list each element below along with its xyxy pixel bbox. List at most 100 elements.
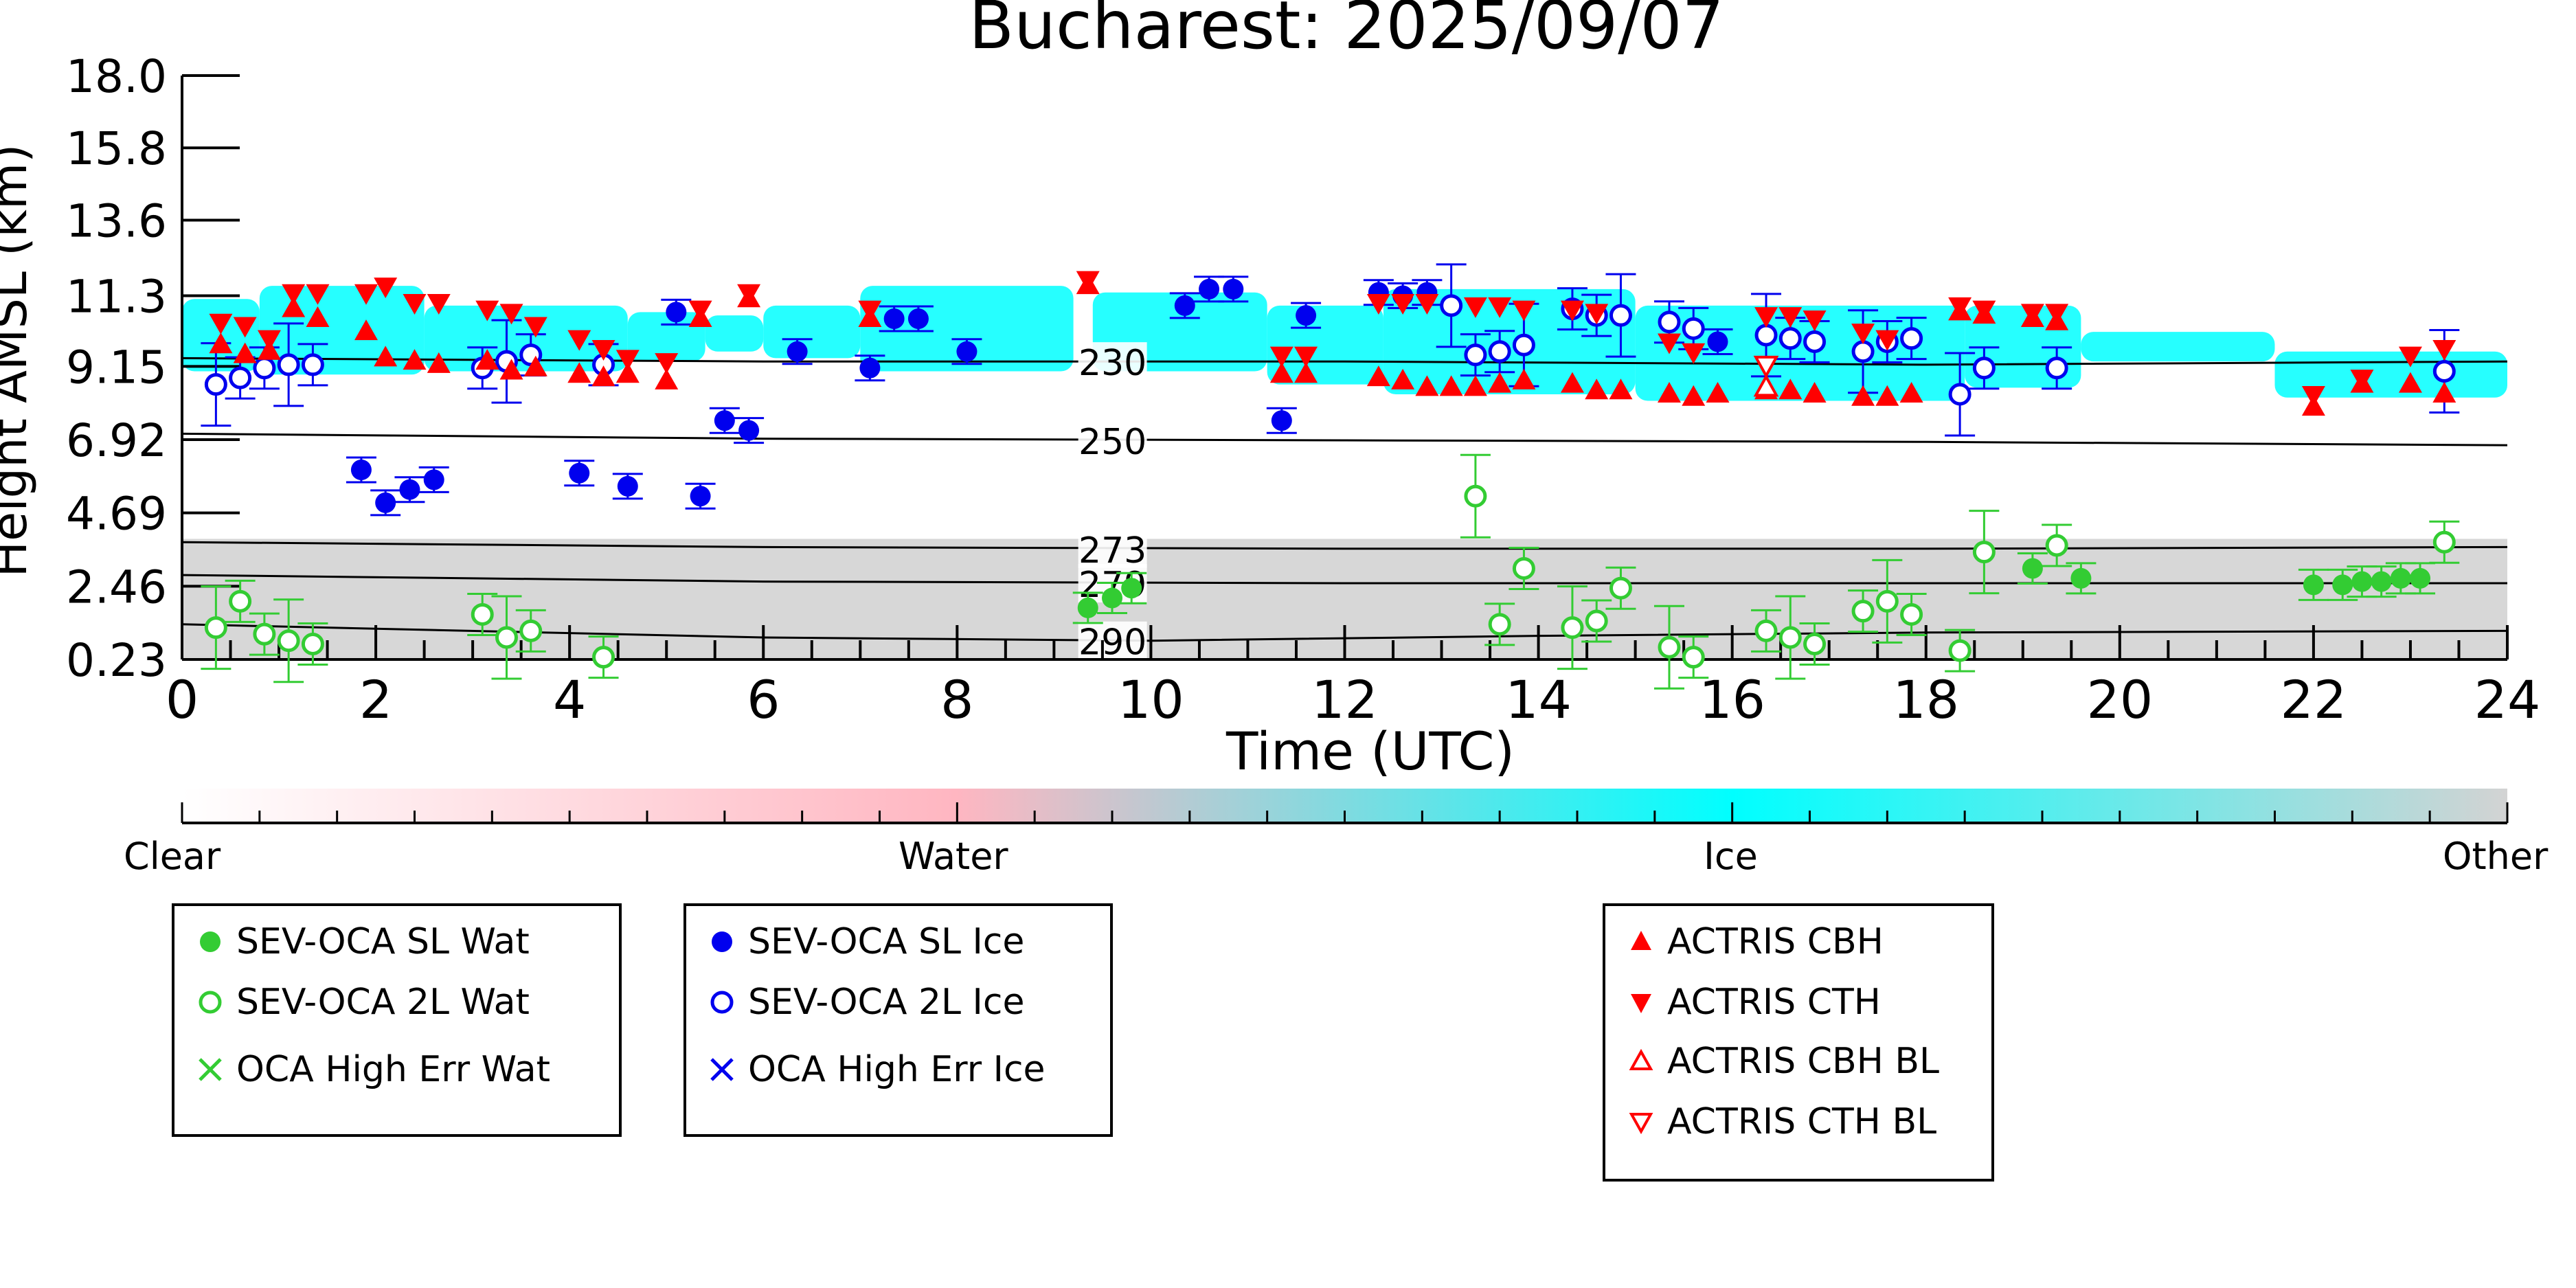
point-actris-cth: [655, 353, 679, 374]
point-actris-cbh: [2398, 372, 2422, 393]
x-tick-label: 16: [1699, 669, 1765, 730]
point-actris-cbh: [1366, 365, 1390, 387]
point-actris-cbh: [523, 355, 547, 376]
point-sev-oca-2l-ice: [1488, 340, 1511, 363]
x-tick-label: 18: [1893, 669, 1959, 730]
point-sev-oca-sl-wat: [1121, 578, 1142, 599]
point-actris-cth: [1948, 297, 1972, 318]
cloud-ice-patch: [1267, 305, 1383, 385]
point-actris-cth: [403, 294, 427, 315]
x-tick-label: 8: [940, 669, 973, 730]
y-tick-label: 2.46: [66, 561, 167, 613]
point-actris-cbh: [591, 365, 615, 387]
contour-label-250: 250: [1078, 422, 1146, 463]
contour-label-bg: [1078, 529, 1147, 568]
point-sev-oca-2l-wat: [1875, 589, 1899, 613]
point-actris-cth: [1294, 346, 1318, 368]
point-actris-cbh: [1682, 385, 1706, 406]
y-tick-label: 6.92: [66, 414, 167, 467]
point-sev-oca-2l-wat: [1658, 635, 1681, 659]
filled-circle-icon: [200, 931, 221, 952]
x-tick-label: 12: [1311, 669, 1378, 730]
point-actris-cth: [1754, 307, 1778, 328]
point-actris-cth: [1803, 310, 1827, 331]
point-actris-cbh: [354, 319, 378, 341]
point-actris-cth: [2350, 370, 2374, 391]
legend-label: OCA High Err Wat: [236, 1049, 550, 1090]
point-sev-oca-2l-ice: [1972, 357, 1996, 380]
cloud-ice-patch: [763, 305, 861, 359]
x-tick-label: 20: [2086, 669, 2153, 730]
x-mark-icon: [199, 1058, 222, 1081]
point-actris-cbh: [615, 362, 640, 383]
x-mark-icon: [710, 1058, 734, 1081]
point-sev-oca-2l-ice: [1658, 310, 1681, 334]
point-sev-oca-2l-wat: [2432, 530, 2456, 554]
point-actris-cbh: [233, 342, 257, 363]
point-sev-oca-2l-ice: [277, 353, 300, 376]
y-tick-label: 11.3: [66, 270, 167, 323]
point-actris-cbh: [1463, 375, 1487, 396]
point-actris-cth: [1682, 343, 1706, 364]
point-actris-cbh-bl: [1753, 374, 1779, 397]
point-actris-cbh: [475, 349, 499, 370]
point-sev-oca-sl-ice: [956, 341, 978, 362]
classification-colorbar: [181, 789, 2509, 824]
point-actris-cth: [374, 278, 398, 299]
point-sev-oca-2l-wat: [301, 633, 324, 656]
open-triangle-down-icon: [1629, 1113, 1653, 1135]
point-sev-oca-2l-wat: [277, 629, 300, 653]
point-actris-cth: [475, 300, 499, 321]
point-sev-oca-sl-wat: [2070, 567, 2092, 589]
point-actris-cth: [1851, 324, 1875, 345]
point-sev-oca-2l-ice: [1682, 317, 1705, 340]
point-actris-cth: [354, 284, 378, 305]
point-sev-oca-sl-ice: [690, 486, 711, 507]
cloud-ice-patch: [424, 305, 628, 372]
contour-label-230: 230: [1078, 343, 1146, 384]
legend-item-sev-oca-2l-wat: SEV-OCA 2L Wat: [191, 982, 530, 1023]
x-tick-label: 2: [359, 669, 392, 730]
point-sev-oca-2l-wat: [204, 616, 227, 640]
legend-label: OCA High Err Ice: [748, 1049, 1046, 1090]
point-actris-cth: [1972, 300, 1996, 321]
point-actris-cbh: [1657, 381, 1681, 403]
point-sev-oca-2l-wat: [1488, 613, 1511, 636]
point-actris-cth: [615, 350, 640, 371]
point-sev-oca-sl-ice: [1174, 295, 1195, 316]
point-sev-oca-sl-ice: [423, 469, 444, 490]
point-sev-oca-sl-wat: [1077, 597, 1098, 618]
point-sev-oca-2l-ice: [1609, 304, 1632, 327]
point-actris-cbh: [427, 352, 451, 373]
point-actris-cth: [2301, 385, 2325, 407]
point-actris-cth: [257, 330, 281, 351]
point-actris-cth: [1585, 304, 1609, 325]
point-sev-oca-2l-wat: [1948, 639, 1971, 662]
point-sev-oca-2l-ice: [1948, 383, 1971, 406]
point-actris-cth: [2398, 346, 2422, 368]
point-actris-cbh: [306, 306, 330, 327]
point-actris-cbh: [1294, 362, 1318, 383]
legend-label: SEV-OCA 2L Ice: [748, 982, 1025, 1023]
point-actris-cth: [1512, 300, 1536, 321]
point-actris-cth: [858, 300, 882, 321]
contour-line-230: [181, 357, 2508, 366]
point-actris-cbh: [1875, 385, 1899, 406]
point-actris-cbh: [1488, 372, 1512, 393]
point-sev-oca-sl-ice: [1296, 305, 1317, 326]
contour-label-bg: [1078, 420, 1147, 460]
point-sev-oca-sl-ice: [883, 308, 905, 329]
point-sev-oca-2l-wat: [592, 646, 615, 669]
triangle-up-icon: [1631, 931, 1651, 950]
point-actris-cbh: [282, 296, 306, 317]
contour-label-290: 290: [1078, 622, 1146, 664]
point-sev-oca-sl-ice: [569, 462, 590, 484]
point-actris-cth-bl: [1753, 355, 1779, 379]
point-sev-oca-sl-wat: [2351, 571, 2373, 592]
x-axis-label: Time (UTC): [1225, 721, 1515, 782]
point-sev-oca-sl-ice: [738, 420, 760, 441]
data-points: [201, 263, 2460, 690]
point-sev-oca-2l-wat: [1512, 557, 1535, 580]
contour-line-250: [181, 432, 2508, 447]
